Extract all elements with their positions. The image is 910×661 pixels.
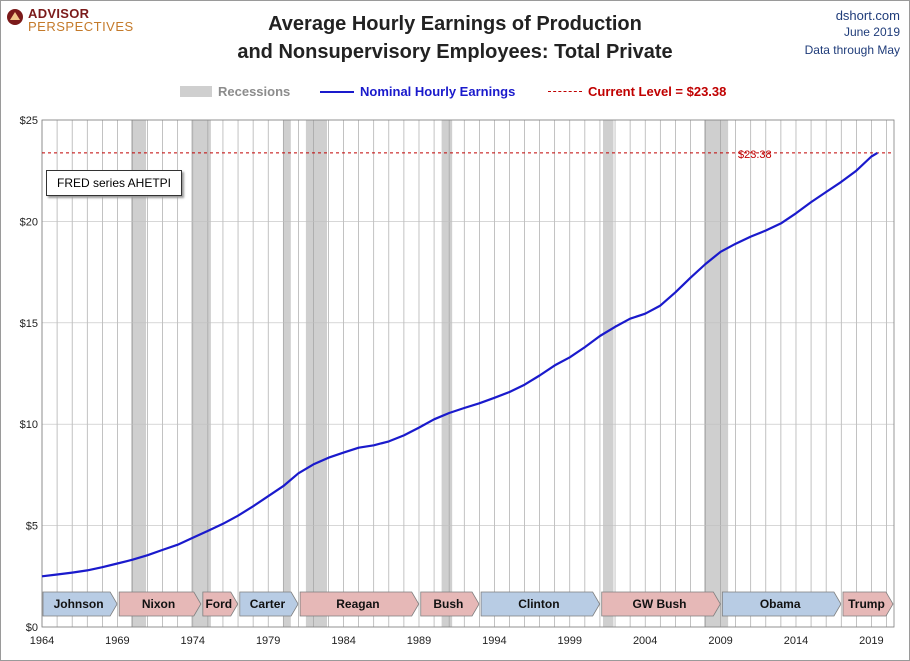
legend-label-nominal: Nominal Hourly Earnings <box>360 84 516 99</box>
y-tick-label: $10 <box>20 419 38 431</box>
president-label: GW Bush <box>633 597 687 611</box>
president-label: Reagan <box>336 597 379 611</box>
x-tick-label: 1964 <box>30 635 54 647</box>
president-label: Obama <box>760 597 801 611</box>
president-arrow <box>202 591 239 617</box>
x-tick-label: 1989 <box>407 635 431 647</box>
nominal-earnings-line <box>41 151 878 578</box>
legend-item-current: Current Level = $23.38 <box>548 84 726 99</box>
current-line-swatch <box>548 91 582 92</box>
x-tick-label: 1999 <box>558 635 582 647</box>
y-tick-label: $20 <box>20 216 38 228</box>
recession-band <box>703 120 729 627</box>
date-label: June 2019 <box>843 25 900 39</box>
legend-item-recessions: Recessions <box>180 84 290 99</box>
y-tick-label: $15 <box>20 318 38 330</box>
president-label: Trump <box>848 597 885 611</box>
president-label: Carter <box>250 597 286 611</box>
president-arrow <box>42 591 118 617</box>
president-label: Bush <box>433 597 463 611</box>
plot-area <box>42 120 894 627</box>
legend-label-recessions: Recessions <box>218 84 291 99</box>
president-arrow <box>721 591 842 617</box>
president-label: Clinton <box>518 597 559 611</box>
y-tick-label: $5 <box>26 521 38 533</box>
president-arrow <box>420 591 480 617</box>
logo-text-bottom: PERSPECTIVES <box>28 19 134 34</box>
plot-border <box>41 119 895 628</box>
current-level-label: $23.38 <box>738 149 772 161</box>
chart-title-line2: and Nonsupervisory Employees: Total Priv… <box>237 41 673 63</box>
y-tick-label: $0 <box>26 622 38 634</box>
source-label: dshort.com <box>835 8 900 23</box>
recession-band <box>191 120 211 627</box>
president-label: Nixon <box>142 597 175 611</box>
advisor-perspectives-logo: ADVISOR PERSPECTIVES <box>6 6 136 38</box>
x-tick-label: 2019 <box>859 635 883 647</box>
logo-mark-icon <box>7 9 23 25</box>
recession-band <box>283 120 291 627</box>
recession-band <box>130 120 147 627</box>
x-tick-label: 1979 <box>256 635 280 647</box>
president-label: Johnson <box>54 597 104 611</box>
fred-series-label: FRED series AHETPI <box>46 170 182 196</box>
chart-title-line1: Average Hourly Earnings of Production <box>268 13 642 35</box>
x-tick-label: 1974 <box>181 635 205 647</box>
recession-band <box>441 120 453 627</box>
data-through-label: Data through May <box>804 43 900 57</box>
x-tick-label: 2009 <box>708 635 732 647</box>
president-arrow <box>601 591 721 617</box>
x-tick-label: 1994 <box>482 635 506 647</box>
president-arrow <box>842 591 894 617</box>
y-tick-label: $25 <box>20 115 38 127</box>
president-arrow <box>480 591 601 617</box>
recession-band <box>602 120 614 627</box>
recession-band <box>305 120 328 627</box>
x-tick-label: 1969 <box>105 635 129 647</box>
logo-text-top: ADVISOR <box>28 6 90 21</box>
nominal-line-swatch <box>320 90 354 93</box>
x-tick-label: 1984 <box>331 635 355 647</box>
president-label: Ford <box>205 597 232 611</box>
president-arrow <box>118 591 202 617</box>
president-arrow <box>299 591 420 617</box>
president-arrow <box>239 591 299 617</box>
legend-label-current: Current Level = $23.38 <box>588 84 727 99</box>
recession-swatch <box>180 86 212 97</box>
x-tick-label: 2004 <box>633 635 657 647</box>
x-tick-label: 2014 <box>784 635 808 647</box>
legend-item-nominal: Nominal Hourly Earnings <box>320 84 515 99</box>
